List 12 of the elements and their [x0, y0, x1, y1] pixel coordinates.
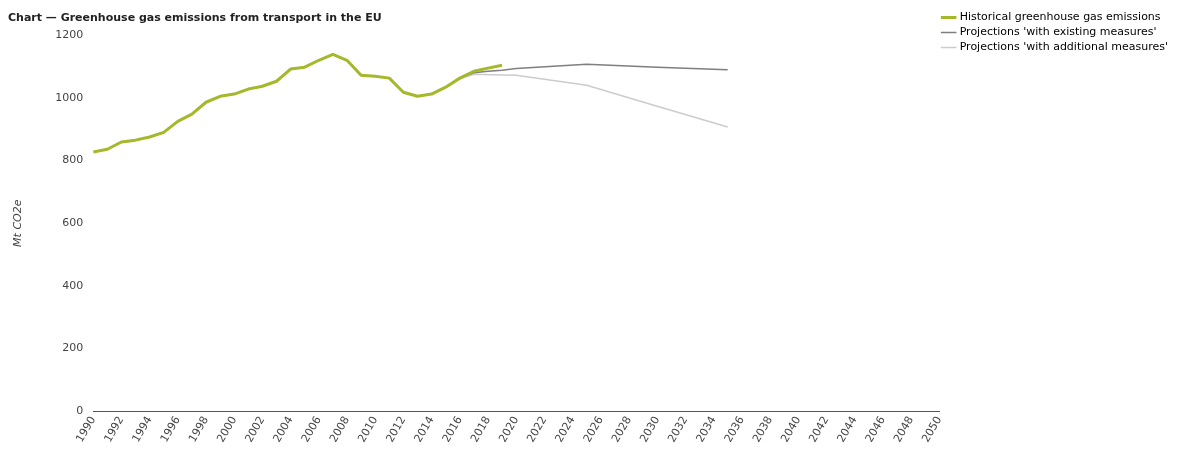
y-tick-label: 600	[62, 216, 84, 230]
legend-label: Projections 'with existing measures'	[959, 25, 1157, 39]
legend-label: Projections 'with additional measures'	[959, 40, 1169, 54]
chart-title: Chart — Greenhouse gas emissions from transport in the EU	[8, 11, 382, 25]
y-tick-label: 1000	[55, 90, 84, 104]
y-axis-title: Mt CO2e	[11, 199, 25, 247]
legend-label: Historical greenhouse gas emissions	[959, 10, 1161, 24]
y-tick-label: 1200	[55, 28, 84, 42]
y-tick-label: 400	[62, 278, 84, 292]
y-tick-label: 800	[62, 153, 84, 167]
y-tick-label: 0	[76, 404, 84, 418]
y-tick-label: 200	[62, 341, 84, 355]
